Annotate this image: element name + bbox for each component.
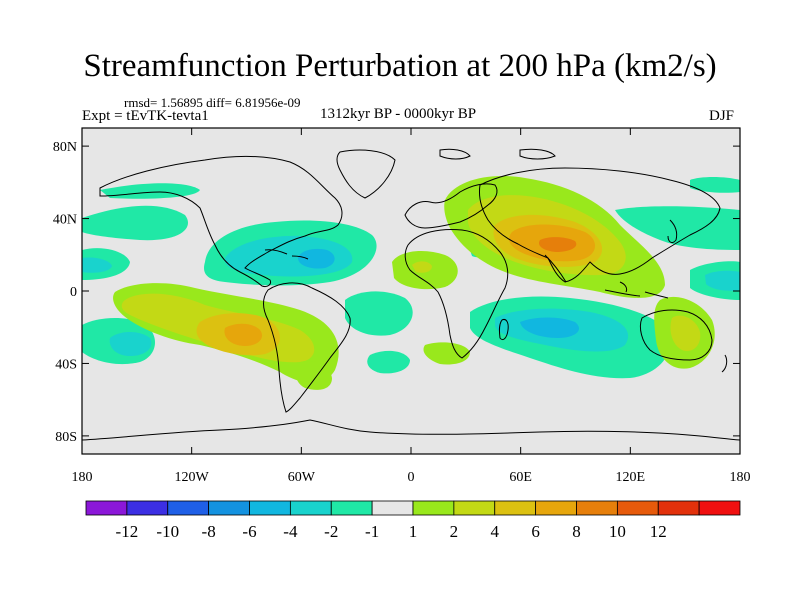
colorbar-swatch — [330, 500, 373, 516]
continent-australia — [639, 309, 713, 361]
anomaly-contour — [367, 350, 410, 374]
colorbar-label: 2 — [450, 522, 459, 541]
lat-tick-label: 40S — [55, 357, 77, 372]
lat-tick-label: 40N — [53, 213, 77, 228]
lat-tick-label: 80N — [53, 140, 77, 155]
continent-asia — [479, 167, 721, 283]
colorbar-swatch — [616, 500, 659, 516]
chart-title: Streamfunction Perturbation at 200 hPa (… — [83, 48, 717, 84]
colorbar-label: -2 — [324, 522, 338, 541]
period-label: 1312kyr BP - 0000kyr BP — [320, 106, 477, 122]
lon-tick-label: 180 — [72, 470, 93, 485]
lon-tick-label: 120E — [616, 470, 646, 485]
colorbar-swatch — [208, 500, 250, 516]
lat-tick-label: 0 — [70, 285, 77, 300]
colorbar-label: -4 — [283, 522, 298, 541]
anomaly-contour — [670, 315, 701, 352]
anomaly-field — [82, 148, 740, 441]
anomaly-contour — [705, 270, 740, 291]
colorbar-swatch — [371, 500, 414, 516]
continent-antarctica — [82, 419, 740, 441]
anomaly-caribbean-low-core — [298, 248, 335, 269]
colorbar-label: -8 — [202, 522, 216, 541]
colorbar-swatch — [576, 500, 618, 516]
colorbar-swatch — [535, 500, 577, 516]
lat-tick-label: 80S — [55, 430, 77, 445]
colorbar-label: -1 — [365, 522, 379, 541]
continent-europe — [404, 183, 498, 229]
anomaly-contour — [82, 257, 112, 273]
lon-tick-label: 60W — [288, 470, 316, 485]
arctic-islands — [439, 148, 556, 160]
india-coast — [544, 254, 567, 283]
colorbar-swatch — [412, 500, 455, 516]
colorbar-swatch — [698, 500, 741, 516]
colorbar-swatch — [453, 500, 496, 516]
anomaly-contour — [82, 205, 188, 241]
caribbean-islands — [264, 249, 309, 260]
anomaly-contour — [109, 332, 152, 356]
lon-tick-label: 0 — [408, 470, 415, 485]
colorbar-swatch — [85, 500, 128, 516]
colorbar-swatch — [494, 500, 537, 516]
anomaly-contour — [345, 291, 413, 336]
colorbar-swatch — [167, 500, 210, 516]
colorbar-label: 4 — [491, 522, 500, 541]
season-label: DJF — [709, 108, 735, 124]
colorbar: -12 -10 -8 -6 -4 -2 -1 1 2 4 6 8 10 12 — [85, 500, 741, 541]
colorbar-label: 12 — [650, 522, 667, 541]
anomaly-south-america-high-core — [224, 323, 263, 346]
continent-south-america — [263, 282, 351, 413]
island-madagascar — [498, 319, 509, 341]
colorbar-label: 1 — [409, 522, 418, 541]
continent-greenland — [336, 149, 396, 199]
map-axes: 80N 40N 0 40S 80S 180 120W 60W 0 60E 120E 180 — [53, 128, 751, 485]
island-japan — [667, 219, 678, 244]
lon-tick-label: 120W — [175, 470, 210, 485]
stats-text: rmsd= 1.56895 diff= 6.81956e-09 — [124, 95, 301, 110]
anomaly-contour — [690, 177, 740, 193]
anomaly-indian-ocean-low-core — [520, 317, 579, 338]
experiment-label: Expt = tEvTK-tevta1 — [82, 108, 209, 124]
colorbar-swatch — [657, 500, 700, 516]
colorbar-label: -10 — [156, 522, 179, 541]
anomaly-africa-high-core — [412, 261, 432, 273]
coastlines — [82, 148, 740, 441]
colorbar-label: -12 — [116, 522, 139, 541]
lon-tick-label: 60E — [509, 470, 532, 485]
anomaly-asia-high-peak — [538, 237, 577, 252]
colorbar-swatch — [126, 500, 169, 516]
continent-north-america — [99, 156, 343, 287]
island-new-zealand — [721, 354, 728, 373]
colorbar-label: 6 — [531, 522, 540, 541]
colorbar-label: 10 — [609, 522, 626, 541]
colorbar-label: 8 — [572, 522, 581, 541]
anomaly-contour — [423, 342, 470, 365]
anomaly-contour — [615, 206, 740, 250]
islands-indonesia — [604, 281, 669, 299]
colorbar-label: -6 — [242, 522, 256, 541]
colorbar-swatch — [249, 500, 291, 516]
lon-tick-label: 180 — [730, 470, 751, 485]
continent-africa — [404, 229, 509, 359]
colorbar-swatch — [289, 500, 332, 516]
